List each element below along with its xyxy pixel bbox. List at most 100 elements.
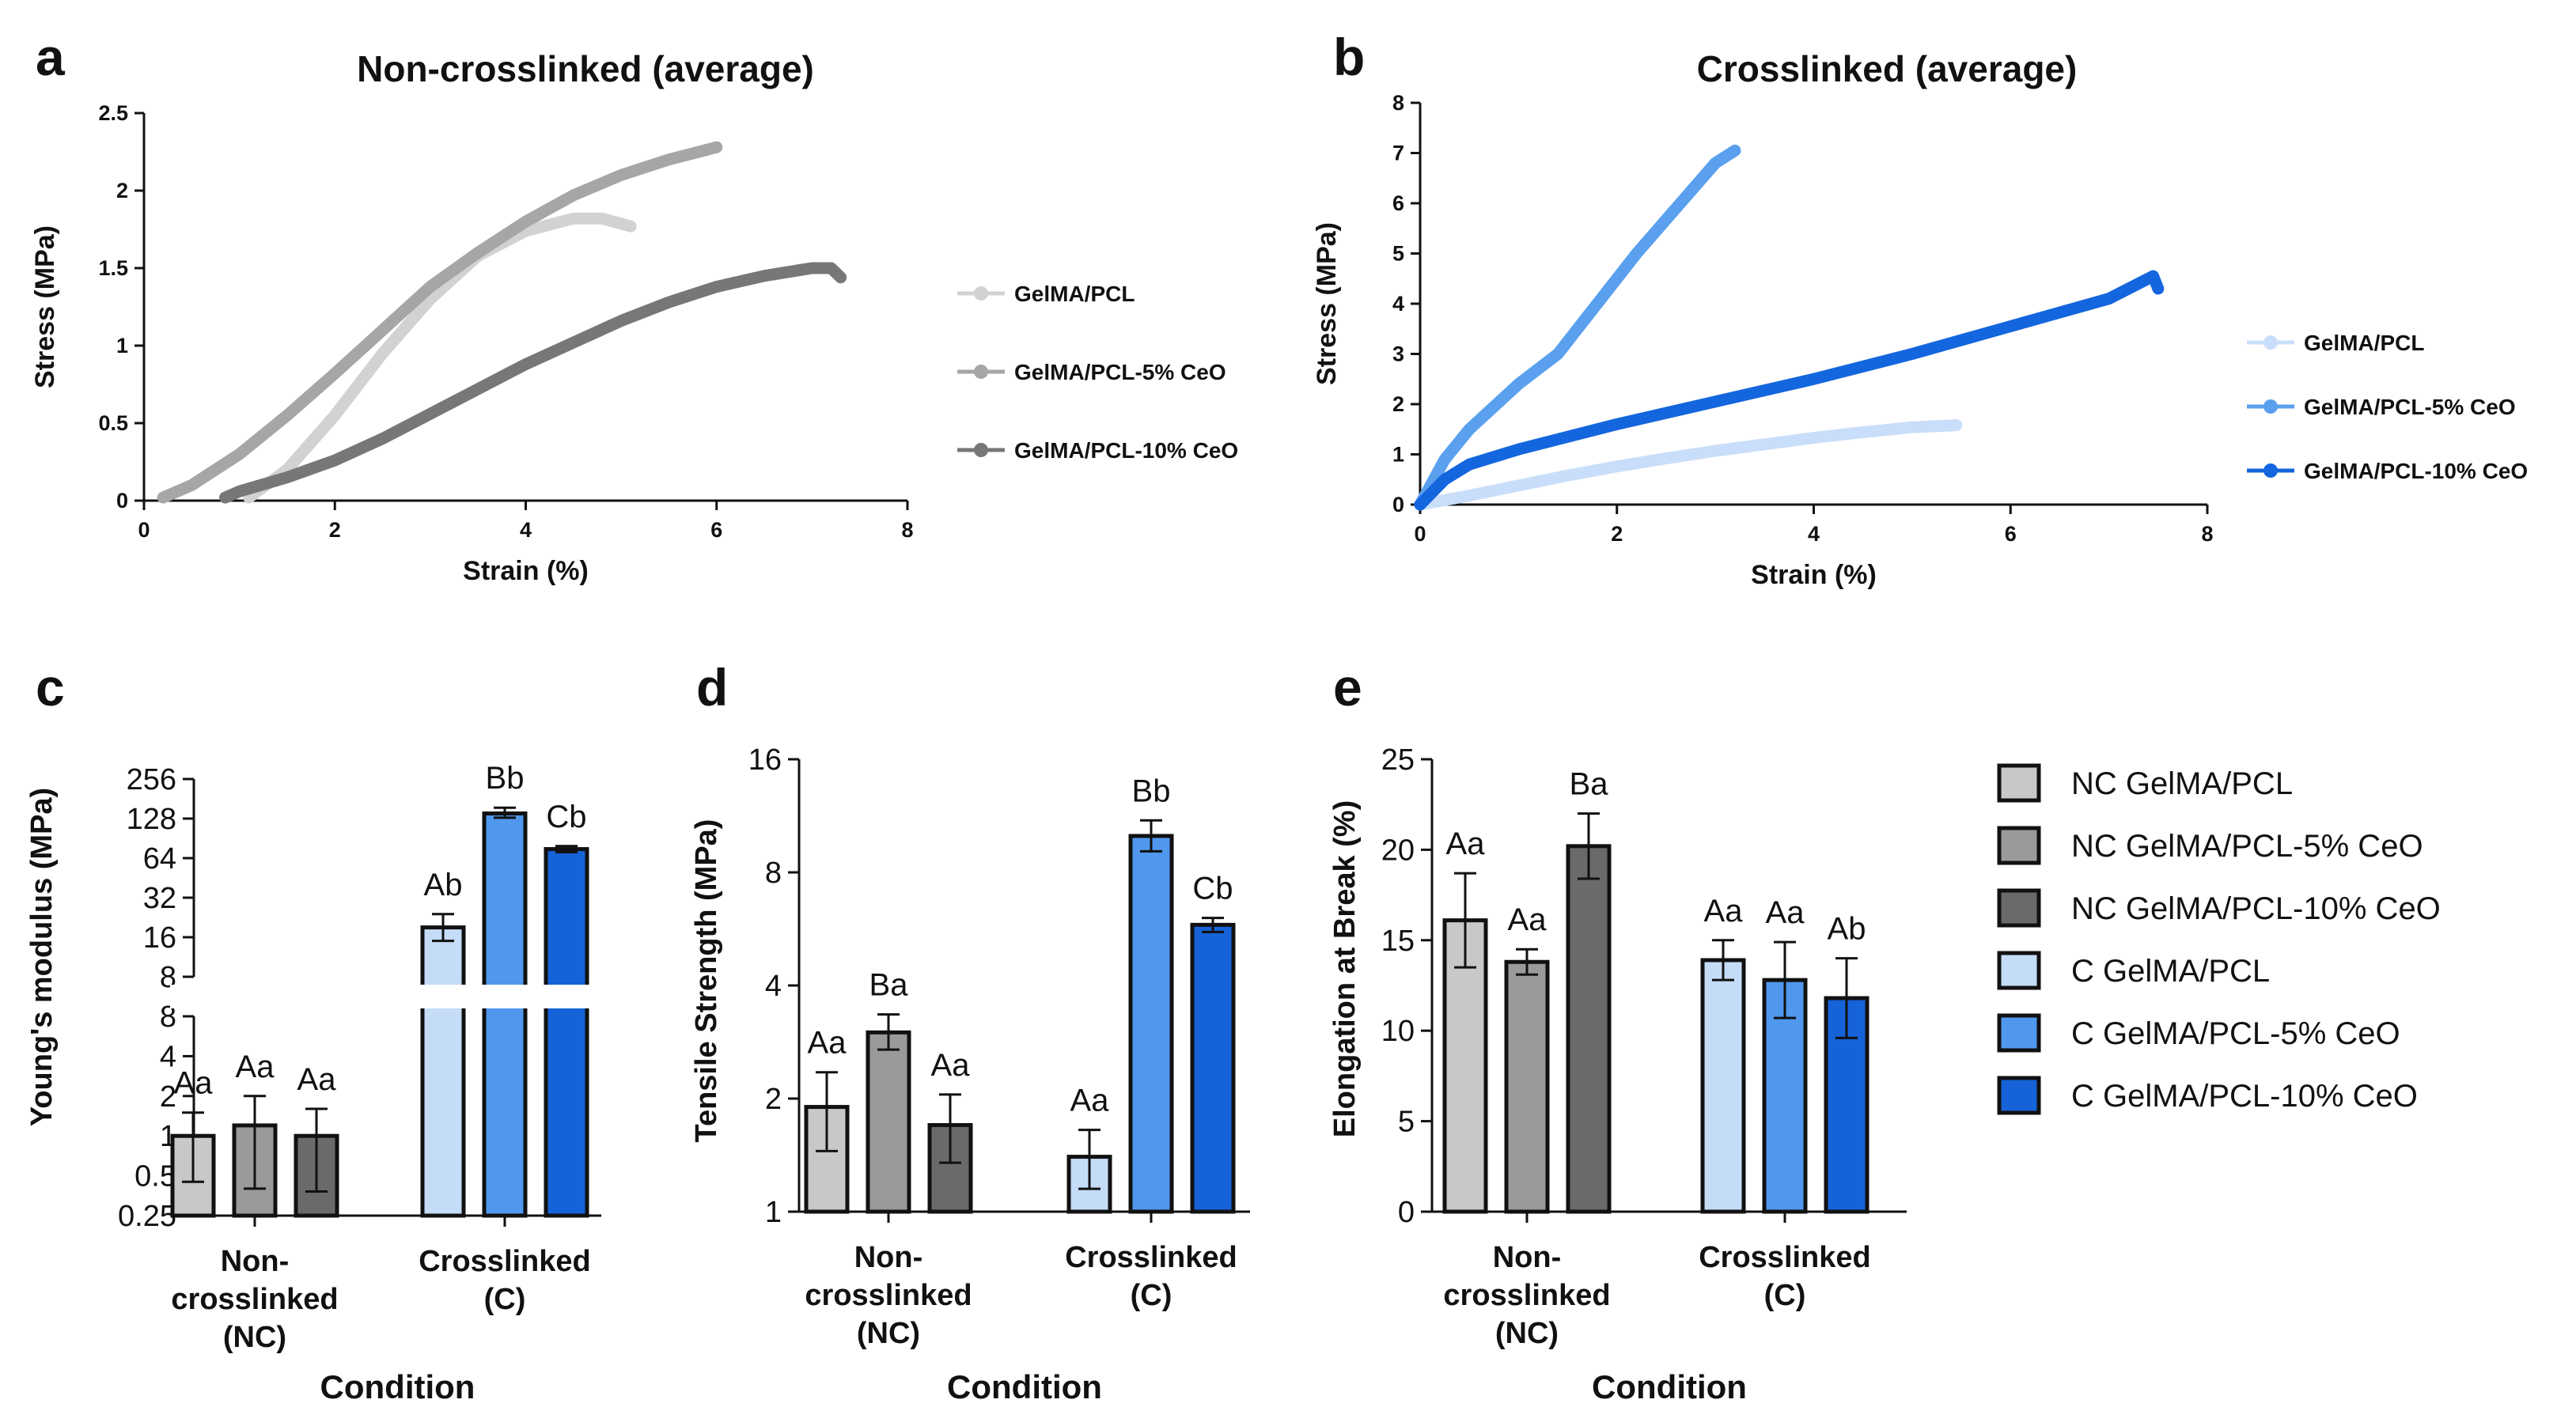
group-label: crosslinked: [805, 1279, 972, 1312]
x-tick-label: 2: [329, 518, 341, 542]
data-point: [2152, 282, 2164, 294]
data-point: [424, 281, 436, 293]
x-axis-label: Strain (%): [463, 556, 589, 586]
bar-3: [420, 925, 466, 1218]
data-point: [377, 324, 388, 336]
data-point: [1562, 470, 1574, 482]
legend-label: GelMA/PCL-10% CeO: [1014, 438, 1238, 463]
data-point: [1611, 418, 1623, 430]
chart-c: 0.250.512488163264128256Non-crosslinked(…: [25, 761, 609, 1405]
significance-label: Cb: [546, 800, 586, 834]
significance-label: Aa: [297, 1062, 337, 1097]
y-axis-label: Elongation at Break (%): [1328, 800, 1362, 1138]
axis-break-gap: [170, 985, 609, 1008]
data-point: [616, 315, 627, 327]
y-tick-label: 0: [1392, 493, 1404, 516]
y-tick-label: 0.5: [134, 1160, 176, 1193]
legend-label: C GelMA/PCL-10% CeO: [2071, 1079, 2418, 1114]
legend-label: GelMA/PCL-5% CeO: [1014, 360, 1226, 384]
data-point: [520, 358, 532, 370]
data-point: [625, 221, 637, 233]
x-tick-label: 6: [710, 518, 722, 542]
group-label: Non-: [854, 1241, 923, 1274]
data-point: [2005, 320, 2017, 332]
y-tick-label: 1: [765, 1196, 782, 1229]
y-tick-label: 15: [1381, 925, 1415, 958]
legend-swatch: [1997, 951, 2041, 990]
group-label: (C): [484, 1283, 526, 1316]
panel-d-letter: d: [696, 658, 728, 717]
y-tick-label: 0: [116, 489, 128, 513]
legend-marker: [2263, 399, 2278, 414]
data-point: [472, 383, 484, 395]
data-point: [1950, 419, 1962, 431]
data-point: [219, 492, 231, 504]
y-axis-label: Stress (MPa): [1312, 222, 1342, 385]
data-point: [1857, 426, 1869, 438]
data-point: [835, 271, 847, 283]
data-point: [616, 169, 627, 181]
legend-marker: [974, 443, 988, 457]
data-point: [1660, 452, 1672, 464]
group-label: Non-: [1493, 1241, 1562, 1274]
panel-a-letter: a: [36, 28, 66, 86]
data-point: [1439, 474, 1451, 486]
data-point: [806, 263, 818, 274]
data-point: [1415, 499, 1426, 510]
data-point: [567, 213, 579, 225]
data-point: [520, 216, 532, 228]
data-point: [1906, 422, 1918, 433]
data-point: [1611, 460, 1623, 472]
series-line-2: [1414, 270, 2165, 511]
data-point: [186, 479, 198, 491]
data-point: [1513, 378, 1525, 390]
y-tick-label: 1: [116, 334, 128, 357]
x-tick-label: 0: [1414, 522, 1426, 546]
x-axis-label: Condition: [1592, 1368, 1747, 1405]
y-tick-label: 64: [143, 842, 176, 876]
data-point: [281, 410, 293, 422]
significance-label: Aa: [1766, 895, 1805, 930]
y-tick-label: 1: [1392, 443, 1404, 467]
panel-b-letter: b: [1333, 28, 1365, 86]
y-tick-label: 25: [1381, 743, 1415, 777]
y-tick-label: 0.25: [118, 1200, 176, 1233]
y-tick-label: 4: [1392, 292, 1404, 316]
y-axis-label: Stress (MPa): [30, 225, 60, 388]
significance-label: Aa: [1704, 894, 1744, 929]
y-tick-label: 3: [1392, 342, 1404, 366]
bar-5: [1190, 922, 1236, 1214]
data-point: [1759, 438, 1771, 450]
data-point: [1710, 445, 1722, 457]
significance-label: Ba: [869, 968, 909, 1003]
data-point: [1670, 202, 1682, 214]
significance-label: Ab: [424, 868, 463, 902]
y-tick-label: 0.5: [98, 411, 128, 435]
legend-label: GelMA/PCL: [1014, 282, 1135, 306]
panel-c-letter: c: [36, 658, 65, 717]
data-point: [1439, 453, 1451, 465]
x-tick-label: 8: [2201, 522, 2213, 546]
data-point: [1464, 459, 1476, 471]
legend-marker: [974, 365, 988, 379]
bar-1: [1504, 959, 1550, 1214]
data-point: [663, 297, 675, 308]
bar-legend: NC GelMA/PCL NC GelMA/PCL-5% CeO NC GelMA/…: [1997, 763, 2441, 1115]
group-label: Crosslinked: [419, 1245, 591, 1278]
data-point: [1729, 145, 1741, 157]
legend-label: C GelMA/PCL-5% CeO: [2071, 1016, 2400, 1051]
significance-label: Bb: [1132, 774, 1171, 808]
y-axis-label: Young's modulus (MPa): [25, 788, 59, 1126]
data-point: [233, 448, 245, 460]
bar-5: [544, 847, 589, 1218]
data-point: [1631, 248, 1642, 259]
legend-label: GelMA/PCL-5% CeO: [2304, 395, 2516, 419]
x-tick-label: 4: [1808, 522, 1820, 546]
significance-label: Aa: [174, 1066, 214, 1101]
y-tick-label: 2: [116, 179, 128, 202]
group-label: crosslinked: [1443, 1279, 1610, 1312]
significance-label: Ba: [1570, 767, 1609, 802]
chart-a: 0 2 4 6 8 0 0.5 1 1.5 2 2.5 Strain (%) Stress (MPa) G…: [30, 101, 1238, 586]
significance-label: Aa: [1508, 902, 1547, 937]
y-tick-label: 2: [160, 1080, 176, 1114]
